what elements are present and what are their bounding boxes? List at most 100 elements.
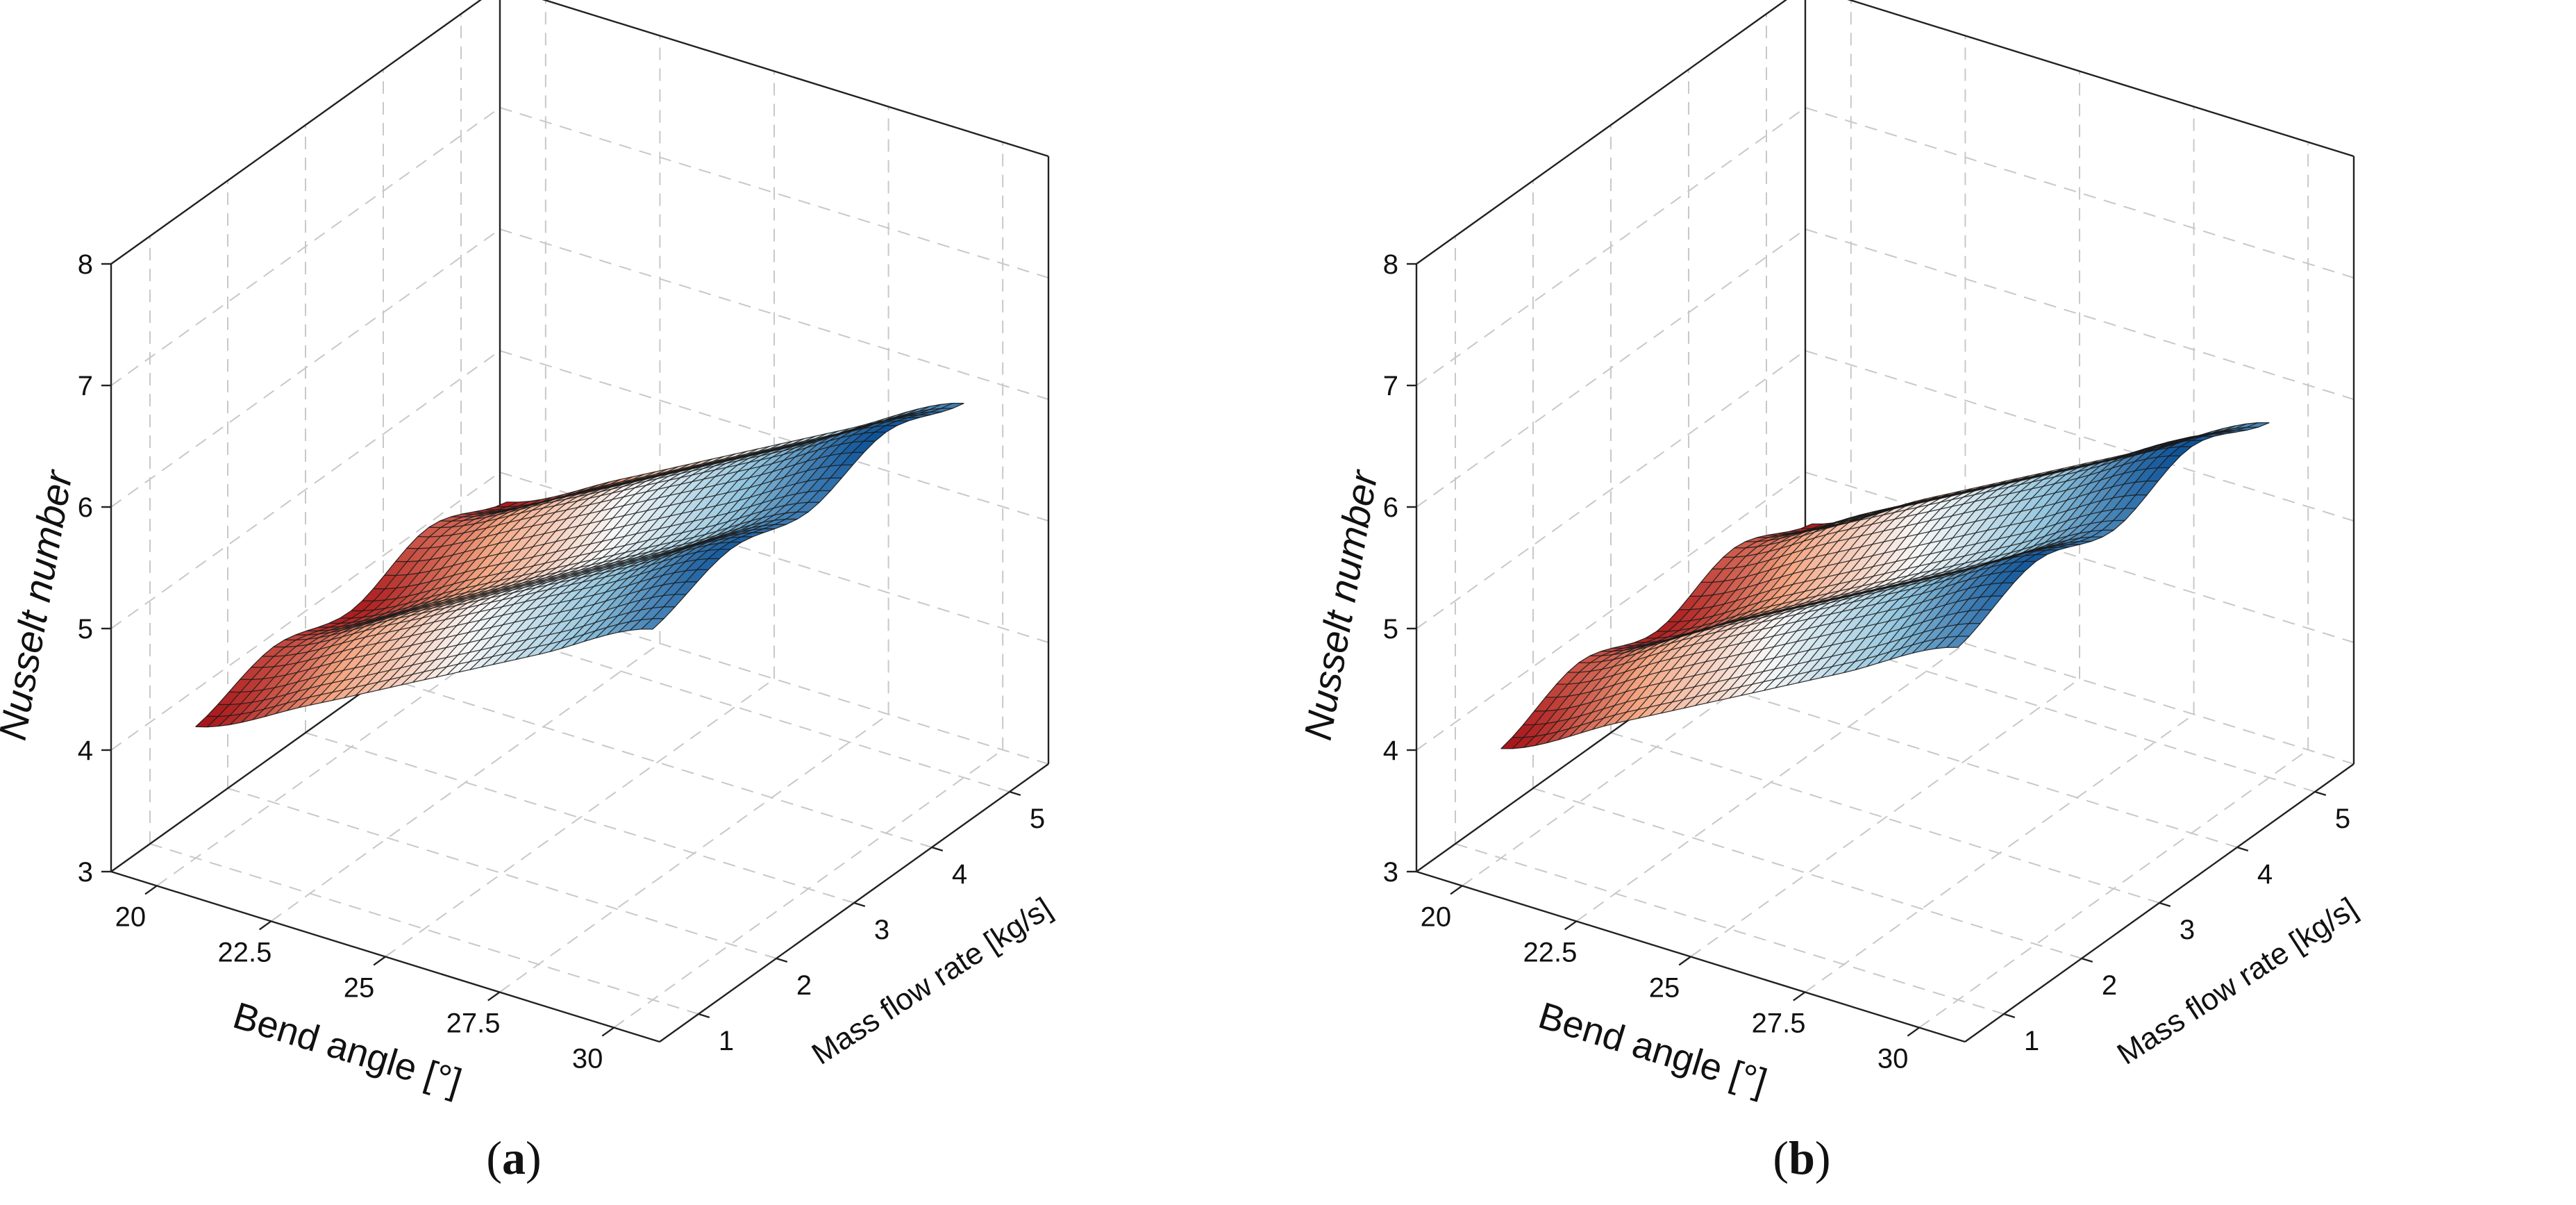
chart-panel-b: 3 4 5 6 7 8 20 22.5 25 27.5 30 1 2 3 4 5 Nusselt number B…: [1288, 0, 2576, 1205]
mesh-line-x: [1534, 520, 1847, 746]
mesh-line-x: [195, 501, 508, 727]
surface-mesh: [195, 402, 964, 728]
mesh-line-x: [344, 471, 656, 699]
y-axis-label: Mass flow rate [kg/s]: [806, 891, 1058, 1072]
mesh-line-x: [1637, 493, 1950, 719]
x-tick-label: 25: [1649, 973, 1680, 1004]
mesh-line-x: [583, 415, 896, 642]
y-tick-label: 4: [952, 859, 967, 890]
x-tick-label: 20: [1421, 901, 1451, 932]
z-tick-label: 4: [1383, 736, 1398, 766]
x-tick-label: 27.5: [446, 1008, 501, 1039]
mesh-line-x: [252, 494, 564, 720]
z-tick-label: 5: [1383, 614, 1398, 645]
mesh-line-x: [1912, 428, 2224, 654]
mesh-line-x: [332, 474, 644, 701]
surface: [1500, 422, 2270, 749]
z-tick-label: 8: [78, 249, 93, 280]
mesh-line-x: [1672, 485, 1984, 711]
mesh-line-x: [321, 476, 633, 704]
mesh-line-x: [1706, 478, 2018, 704]
x-tick-label: 22.5: [217, 937, 271, 967]
mesh-line-x: [275, 488, 587, 714]
z-tick-label: 4: [78, 736, 93, 766]
y-axis-label: Mass flow rate [kg/s]: [2111, 891, 2364, 1072]
mesh-line-x: [367, 466, 678, 693]
chart-panel-a: 3 4 5 6 7 8 20 22.5 25 27.5 30 1 2 3 4 5 Nusselt number B…: [0, 0, 1058, 1184]
mesh-line-x: [390, 460, 701, 688]
mesh-line-x: [298, 481, 610, 708]
mesh-line-x: [355, 469, 667, 696]
panel-caption: (a): [486, 1131, 541, 1184]
y-tick-label: 4: [2257, 859, 2273, 890]
mesh-line-x: [1614, 498, 1927, 724]
panel-caption: (b): [1773, 1131, 1830, 1184]
mesh-line-x: [1512, 523, 1824, 749]
z-tick-label: 8: [1383, 249, 1398, 280]
z-tick-label: 3: [78, 857, 93, 888]
tick-labels: 3 4 5 6 7 8 20 22.5 25 27.5 30 1 2 3 4 5: [78, 249, 1045, 1074]
mesh-line-x: [1946, 422, 2258, 648]
mesh-line-x: [1523, 522, 1836, 748]
mesh-line-x: [480, 440, 793, 667]
x-tick-label: 22.5: [1523, 937, 1577, 967]
y-tick-label: 2: [2102, 970, 2117, 1001]
mesh-line-x: [1786, 460, 2098, 686]
x-axis-label: Bend angle [°]: [1534, 995, 1772, 1104]
mesh-line-x: [424, 453, 736, 681]
y-tick-label: 2: [796, 970, 812, 1001]
mesh-line-x: [538, 428, 850, 655]
x-tick-label: 30: [1877, 1044, 1909, 1074]
mesh-line-x: [1752, 467, 2064, 694]
mesh-line-x: [1500, 523, 1813, 749]
mesh-line-x: [1695, 480, 2007, 706]
y-tick-label: 5: [2335, 804, 2350, 834]
mesh-line-x: [515, 433, 827, 660]
mesh-line-x: [629, 404, 942, 631]
mesh-line-x: [309, 479, 621, 706]
mesh-line-x: [1660, 488, 1973, 714]
mesh-line-x: [1832, 450, 2144, 676]
mesh-line-x: [1603, 501, 1916, 726]
tick-labels: 3 4 5 6 7 8 20 22.5 25 27.5 30 1 2 3 4 5: [1383, 249, 2350, 1074]
mesh-line-x: [229, 499, 542, 725]
mesh-line-x: [1957, 422, 2270, 648]
y-tick-label: 3: [874, 915, 889, 945]
z-axis-label: Nusselt number: [0, 466, 81, 743]
mesh-line-x: [595, 411, 908, 639]
z-tick-label: 7: [1383, 371, 1398, 401]
mesh-line-x: [241, 497, 553, 723]
mesh-line-x: [1775, 463, 2087, 688]
mesh-line-x: [1729, 472, 2041, 699]
x-tick-label: 20: [115, 901, 147, 932]
surface-mesh: [1500, 422, 2270, 749]
mesh-line-x: [492, 438, 805, 665]
mesh-line-x: [1683, 483, 1996, 709]
mesh-line-x: [1649, 490, 1962, 716]
x-tick-label: 30: [572, 1044, 603, 1074]
mesh-line-x: [1626, 495, 1939, 722]
mesh-line-x: [1718, 475, 2030, 701]
x-tick-label: 27.5: [1752, 1008, 1806, 1039]
mesh-line-x: [264, 490, 576, 717]
y-tick-label: 1: [719, 1026, 734, 1056]
z-tick-label: 6: [78, 492, 93, 523]
z-tick-label: 7: [78, 371, 93, 401]
mesh-line-x: [435, 451, 747, 678]
x-tick-label: 25: [344, 973, 375, 1004]
mesh-line-x: [1843, 447, 2155, 673]
mesh-line-x: [206, 501, 519, 728]
y-tick-label: 1: [2024, 1026, 2039, 1056]
mesh-line-x: [469, 443, 782, 670]
y-tick-label: 3: [2180, 915, 2195, 945]
mesh-line-x: [1809, 455, 2121, 681]
mesh-line-x: [1821, 452, 2132, 679]
mesh-line-x: [561, 422, 873, 649]
z-axis-label: Nusselt number: [1296, 466, 1387, 743]
mesh-line-x: [1741, 470, 2052, 696]
mesh-line-x: [1934, 423, 2247, 649]
mesh-line-x: [526, 431, 839, 658]
mesh-line-x: [1923, 425, 2236, 651]
